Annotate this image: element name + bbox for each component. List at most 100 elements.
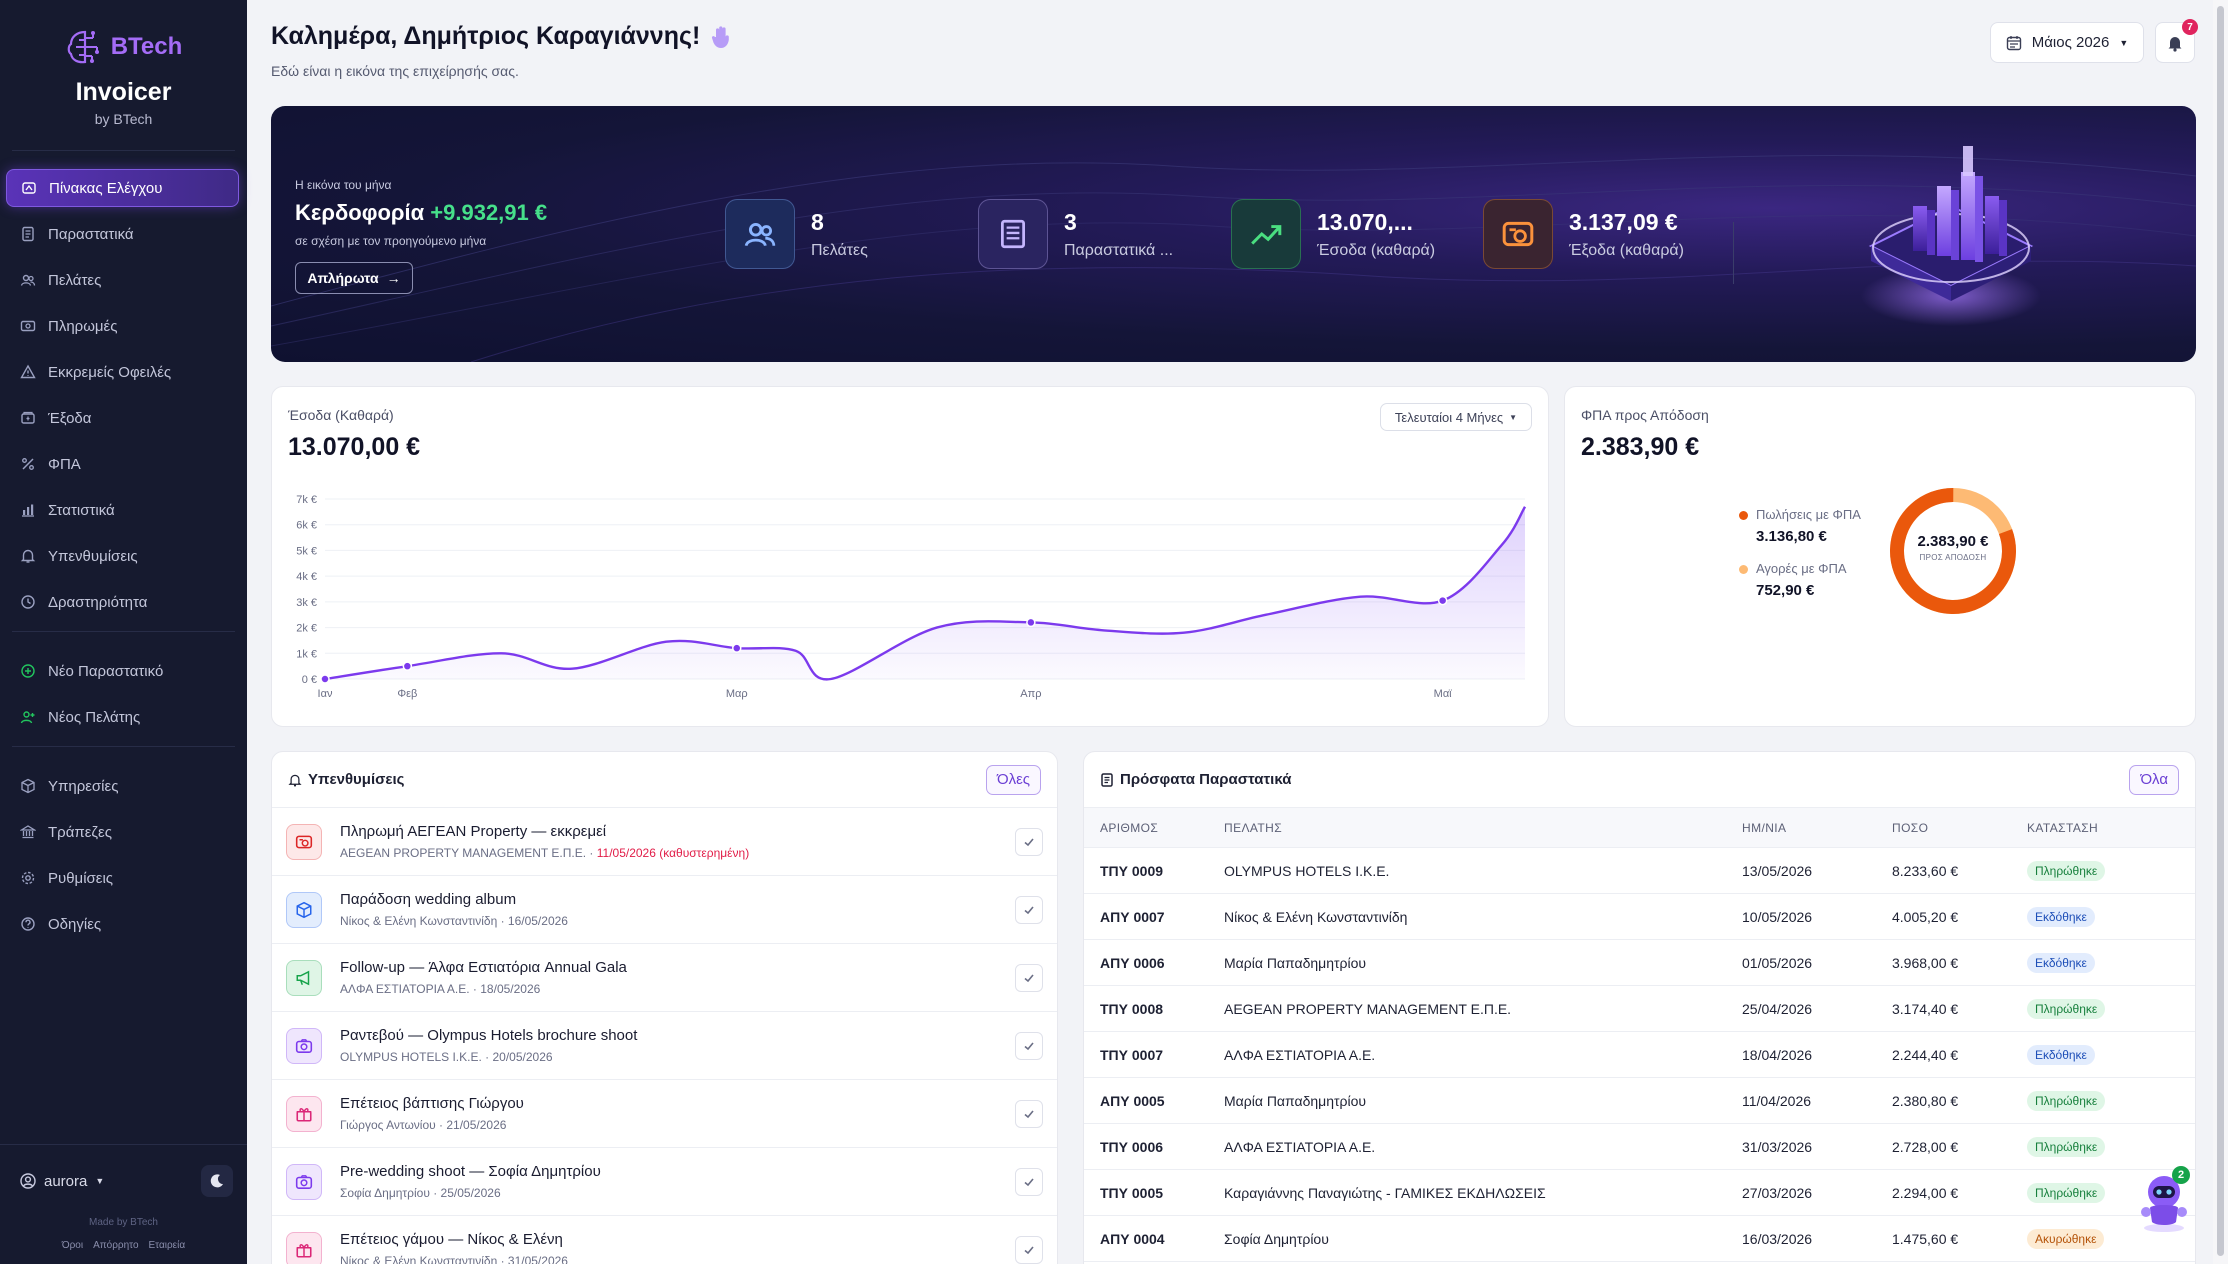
sidebar-item-settings-3[interactable]: Οδηγίες (6, 905, 239, 943)
sidebar-item-main-3[interactable]: Πληρωμές (6, 307, 239, 345)
status-badge: Ακυρώθηκε (2027, 1228, 2105, 1249)
table-row[interactable]: ΑΠΥ 0004 Σοφία Δημητρίου 16/03/2026 1.475,6… (1084, 1216, 2195, 1262)
sidebar-item-main-0[interactable]: Πίνακας Ελέγχου (6, 169, 239, 207)
page-scrollbar-thumb[interactable] (2217, 6, 2224, 1256)
reminder-item[interactable]: Πληρωμή ΑΕΓΕΑΝ Property — εκκρεμεί AEGEAN… (272, 808, 1057, 876)
table-row[interactable]: ΤΠΥ 0005 Καραγιάννης Παναγιώτης - ΓΑΜΙΚΕΣ… (1084, 1170, 2195, 1216)
table-row[interactable]: ΑΠΥ 0006 Μαρία Παπαδημητρίου 01/05/2026 3.9… (1084, 940, 2195, 986)
reminders-all-button[interactable]: Όλες (985, 764, 1041, 795)
reminder-complete-button[interactable] (1015, 1031, 1043, 1060)
reminder-complete-button[interactable] (1015, 827, 1043, 856)
range-select[interactable]: Τελευταίοι 4 Μήνες ▼ (1380, 403, 1532, 431)
reminder-subtitle: Νίκος & Ελένη Κωνσταντινίδη · 31/05/2026 (340, 1254, 1015, 1264)
reminder-item[interactable]: Επέτειος γάμου — Νίκος & Ελένη Νίκος & Ελ… (272, 1216, 1057, 1264)
data-point[interactable] (402, 661, 413, 671)
y-tick-label: 6k € (296, 520, 317, 532)
table-row[interactable]: ΑΠΥ 0005 Μαρία Παπαδημητρίου 11/04/2026 2.3… (1084, 1078, 2195, 1124)
assistant-badge: 2 (2172, 1166, 2190, 1184)
revenue-area-chart: 0 € 1k € 2k € 3k € 4k € 5k € 6k € 7k € Ιαν Φεβ Μαρ… (296, 494, 1527, 700)
brand-logo[interactable]: BTech (0, 28, 247, 66)
sidebar-item-settings-1[interactable]: Τράπεζες (6, 813, 239, 851)
reminder-icon-box (286, 959, 322, 996)
kpi-stat-0[interactable]: 8 Πελάτες (725, 199, 868, 269)
invoice-amount: 2.728,00 € (1892, 1138, 1959, 1155)
legend-sales: Πωλήσεις με ΦΠΑ 3.136,80 € (1739, 507, 1861, 545)
vat-legend: Πωλήσεις με ΦΠΑ 3.136,80 € Αγορές με ΦΠΑ… (1739, 507, 1861, 615)
invoice-date: 25/04/2026 (1742, 1000, 1813, 1017)
reminder-complete-button[interactable] (1015, 1167, 1043, 1196)
theme-toggle-button[interactable] (201, 1165, 233, 1197)
sidebar-item-main-4[interactable]: Εκκρεμείς Οφειλές (6, 353, 239, 391)
invoice-status-cell: Πληρώθηκε (2027, 1182, 2195, 1203)
footer-link-company[interactable]: Εταιρεία (148, 1240, 186, 1251)
camera-icon (295, 1174, 313, 1189)
donut-center-label: ΠΡΟΣ ΑΠΟΔΟΣΗ (1919, 553, 1987, 562)
document-icon (1101, 772, 1113, 787)
reminder-item[interactable]: Ραντεβού — Olympus Hotels brochure shoot… (272, 1012, 1057, 1080)
data-point[interactable] (1437, 595, 1448, 606)
table-row[interactable]: ΤΠΥ 0009 OLYMPUS HOTELS I.K.E. 13/05/2026 8… (1084, 848, 2195, 894)
kpi-value: 8 (811, 208, 824, 235)
reminder-icon-box (286, 1027, 322, 1064)
sidebar-item-main-6[interactable]: ΦΠΑ (6, 445, 239, 483)
invoices-title: Πρόσφατα Παραστατικά (1120, 771, 1292, 788)
gift-icon (296, 1107, 312, 1122)
table-row[interactable]: ΤΠΥ 0007 ΑΛΦΑ ΕΣΤΙΑΤΟΡΙΑ Α.Ε. 18/04/2026 2.… (1084, 1032, 2195, 1078)
kpi-stat-1[interactable]: 3 Παραστατικά ... (978, 199, 1173, 269)
table-row[interactable]: ΑΠΥ 0007 Νίκος & Ελένη Κωνσταντινίδη 10/05… (1084, 894, 2195, 940)
data-point[interactable] (1026, 617, 1036, 628)
sidebar-item-actions-1[interactable]: Νέος Πελάτης (6, 698, 239, 736)
invoices-all-button[interactable]: Όλα (2129, 764, 2179, 795)
footer-link-terms[interactable]: Όροι (61, 1240, 84, 1251)
kpi-stat-3[interactable]: 3.137,09 € Έξοδα (καθαρά) (1483, 199, 1684, 269)
reminder-meta: OLYMPUS HOTELS I.K.E. · 20/05/2026 (340, 1050, 553, 1064)
legend-purchases-dot (1739, 565, 1748, 574)
sidebar-item-main-9[interactable]: Δραστηριότητα (6, 583, 239, 621)
data-point[interactable] (320, 674, 330, 684)
sidebar-item-main-7[interactable]: Στατιστικά (6, 491, 239, 529)
month-picker-button[interactable]: Μάιος 2026 ▼ (1990, 22, 2144, 63)
check-icon (1024, 1177, 1034, 1186)
month-overview-banner: Η εικόνα του μήνα Κερδοφορία +9.932,91 €… (271, 106, 2196, 362)
unpaid-button[interactable]: Απλήρωτα → (295, 262, 413, 294)
sidebar-item-label: Έξοδα (48, 409, 92, 427)
reminder-item[interactable]: Pre-wedding shoot — Σοφία Δημητρίου Σοφία… (272, 1148, 1057, 1216)
sidebar-item-main-2[interactable]: Πελάτες (6, 261, 239, 299)
data-point[interactable] (732, 643, 742, 653)
sidebar-item-main-8[interactable]: Υπενθυμίσεις (6, 537, 239, 575)
donut-center-value: 2.383,90 € (1917, 533, 1989, 550)
sidebar-item-main-5[interactable]: Έξοδα (6, 399, 239, 437)
reminder-title: Pre-wedding shoot — Σοφία Δημητρίου (340, 1163, 601, 1180)
assistant-launcher[interactable] (2132, 1170, 2196, 1234)
kpi-stat-2[interactable]: 13.070,... Έσοδα (καθαρά) (1231, 199, 1435, 269)
reminder-title: Ραντεβού — Olympus Hotels brochure shoot (340, 1027, 638, 1044)
page-header: Καλημέρα, Δημήτριος Καραγιάννης! Εδώ είν… (271, 22, 732, 79)
reminder-icon-box (286, 1163, 322, 1200)
sidebar-item-label: Ρυθμίσεις (48, 869, 114, 887)
invoice-number: ΤΠΥ 0006 (1100, 1138, 1164, 1155)
reminder-item[interactable]: Επέτειος βάπτισης Γιώργου Γιώργος Αντωνίο… (272, 1080, 1057, 1148)
invoice-date: 16/03/2026 (1742, 1230, 1813, 1247)
profitability-note: σε σχέση με τον προηγούμενο μήνα (295, 234, 487, 248)
vat-donut: 2.383,90 € ΠΡΟΣ ΑΠΟΔΟΣΗ (1887, 485, 2019, 617)
sidebar-item-settings-0[interactable]: Υπηρεσίες (6, 767, 239, 805)
notifications-button[interactable]: 7 (2155, 19, 2198, 63)
sidebar-item-settings-2[interactable]: Ρυθμίσεις (6, 859, 239, 897)
invoice-client: Νίκος & Ελένη Κωνσταντινίδη (1224, 908, 1408, 925)
sidebar-item-actions-0[interactable]: Νέο Παραστατικό (6, 652, 239, 690)
reminder-text: Πληρωμή ΑΕΓΕΑΝ Property — εκκρεμεί AEGEAN… (340, 823, 1015, 860)
invoice-number: ΑΠΥ 0006 (1100, 954, 1165, 971)
reminder-complete-button[interactable] (1015, 895, 1043, 924)
reminder-icon-box (286, 1095, 322, 1132)
sidebar-item-main-1[interactable]: Παραστατικά (6, 215, 239, 253)
reminder-complete-button[interactable] (1015, 963, 1043, 992)
footer-link-privacy[interactable]: Απόρρητο (93, 1240, 139, 1251)
expenses-icon (21, 411, 35, 424)
reminder-complete-button[interactable] (1015, 1235, 1043, 1264)
table-row[interactable]: ΤΠΥ 0006 ΑΛΦΑ ΕΣΤΙΑΤΟΡΙΑ Α.Ε. 31/03/2026 2.… (1084, 1124, 2195, 1170)
user-menu[interactable]: aurora ▼ (20, 1173, 104, 1190)
reminder-item[interactable]: Παράδοση wedding album Νίκος & Ελένη Κωνσ… (272, 876, 1057, 944)
reminder-complete-button[interactable] (1015, 1099, 1043, 1128)
table-row[interactable]: ΤΠΥ 0008 AEGEAN PROPERTY MANAGEMENT Ε.Π.Ε… (1084, 986, 2195, 1032)
reminder-item[interactable]: Follow-up — Άλφα Εστιατόρια Annual Gala Α… (272, 944, 1057, 1012)
